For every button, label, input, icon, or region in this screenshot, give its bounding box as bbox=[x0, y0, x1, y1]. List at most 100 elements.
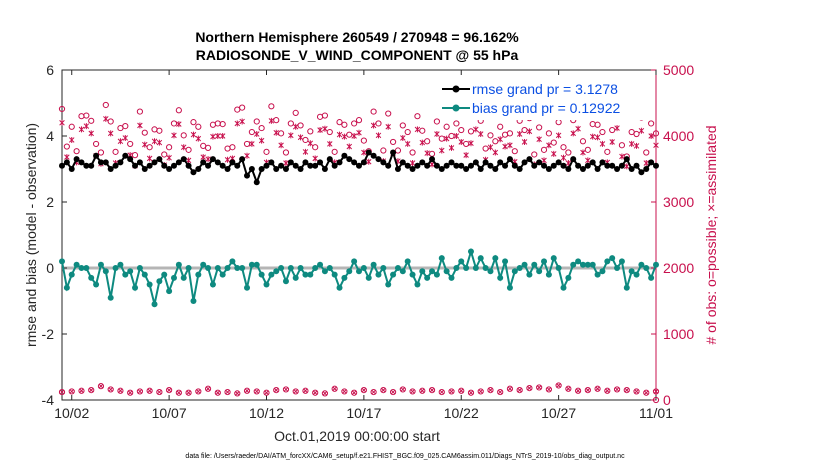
bias-point bbox=[594, 271, 601, 278]
obs-assimilated-point bbox=[497, 136, 503, 143]
x-tick-label: 10/17 bbox=[346, 405, 381, 421]
bias-point bbox=[448, 274, 455, 281]
obs-possible-point bbox=[136, 388, 144, 395]
obs-assimilated-point bbox=[341, 133, 348, 140]
obs-assimilated-low-point bbox=[361, 387, 367, 393]
obs-possible-point bbox=[487, 387, 494, 394]
obs-assimilated-low-point bbox=[264, 390, 269, 396]
rmse-point bbox=[341, 152, 348, 159]
bias-point bbox=[497, 274, 504, 281]
footnote: data file: /Users/raeder/DAI/ATM_forcXX/… bbox=[185, 453, 625, 460]
obs-assimilated-point bbox=[224, 156, 231, 163]
obs-possible-point bbox=[331, 148, 338, 155]
rmse-point bbox=[317, 159, 324, 166]
obs-possible-point bbox=[88, 117, 95, 124]
y-tick-label-right: 4000 bbox=[663, 128, 694, 144]
bias-point bbox=[409, 271, 416, 278]
obs-assimilated-point bbox=[551, 150, 557, 157]
rmse-point bbox=[404, 162, 411, 169]
obs-possible-point bbox=[127, 140, 134, 148]
bias-point bbox=[429, 268, 436, 275]
obs-possible-point bbox=[389, 138, 397, 146]
bias-point bbox=[312, 265, 319, 271]
bias-point bbox=[195, 271, 202, 278]
obs-possible-point bbox=[565, 149, 572, 156]
bias-point bbox=[599, 268, 606, 275]
obs-assimilated-point bbox=[434, 131, 440, 138]
bias-point bbox=[317, 261, 324, 268]
obs-assimilated-low-point bbox=[497, 389, 503, 395]
obs-possible-point bbox=[574, 387, 582, 394]
obs-possible-point bbox=[321, 390, 329, 397]
obs-assimilated-point bbox=[171, 132, 177, 139]
rmse-point bbox=[132, 162, 139, 169]
rmse-point bbox=[166, 166, 173, 172]
obs-possible-point bbox=[273, 117, 280, 124]
obs-assimilated-point bbox=[88, 130, 94, 137]
bias-point bbox=[170, 274, 177, 281]
obs-possible-point bbox=[589, 121, 596, 128]
obs-possible-point bbox=[458, 126, 465, 134]
rmse-point bbox=[399, 159, 406, 166]
bias-point bbox=[643, 265, 650, 271]
bias-point bbox=[141, 271, 148, 278]
rmse-point bbox=[185, 162, 192, 169]
obs-assimilated-low-point bbox=[458, 388, 464, 394]
obs-assimilated-point bbox=[628, 140, 635, 147]
bias-point bbox=[336, 284, 343, 291]
obs-possible-point bbox=[136, 108, 144, 115]
y-tick-label-left: 2 bbox=[46, 194, 54, 210]
rmse-point bbox=[195, 166, 202, 172]
y-tick-label-right: 3000 bbox=[663, 194, 694, 210]
rmse-point bbox=[463, 166, 470, 172]
obs-assimilated-point bbox=[458, 138, 464, 145]
bias-point bbox=[239, 265, 246, 271]
obs-possible-point bbox=[282, 149, 290, 156]
obs-assimilated-point bbox=[370, 122, 377, 129]
x-tick-label: 10/27 bbox=[541, 405, 576, 421]
obs-possible-point bbox=[92, 140, 100, 148]
obs-possible-point bbox=[268, 103, 275, 110]
bias-point bbox=[648, 274, 655, 281]
bias-point bbox=[614, 265, 621, 271]
bias-point bbox=[536, 268, 543, 275]
obs-assimilated-point bbox=[59, 119, 65, 126]
obs-possible-point bbox=[175, 107, 182, 114]
obs-assimilated-low-point bbox=[371, 389, 376, 395]
obs-assimilated-point bbox=[351, 133, 357, 139]
obs-assimilated-low-point bbox=[604, 388, 610, 394]
obs-possible-point bbox=[214, 120, 221, 127]
obs-possible-point bbox=[253, 388, 260, 395]
obs-possible-point bbox=[467, 128, 475, 135]
bias-point bbox=[287, 265, 294, 271]
obs-assimilated-point bbox=[190, 131, 197, 138]
rmse-point bbox=[273, 166, 280, 172]
rmse-point bbox=[282, 166, 289, 172]
obs-possible-point bbox=[380, 147, 387, 154]
obs-assimilated-low-point bbox=[439, 389, 445, 395]
obs-possible-point bbox=[458, 387, 465, 394]
rmse-point bbox=[268, 159, 275, 166]
rmse-point bbox=[297, 166, 304, 172]
bias-point bbox=[541, 258, 548, 265]
bias-point bbox=[370, 261, 377, 268]
rmse-point bbox=[93, 152, 100, 159]
rmse-point bbox=[219, 162, 226, 169]
obs-possible-point bbox=[170, 120, 178, 127]
bias-point bbox=[292, 274, 299, 281]
bias-point bbox=[375, 271, 382, 278]
obs-possible-point bbox=[117, 387, 124, 394]
rmse-point bbox=[502, 162, 509, 169]
bias-point bbox=[438, 255, 445, 262]
obs-possible-point bbox=[463, 140, 470, 148]
obs-assimilated-point bbox=[361, 149, 367, 156]
bias-point bbox=[156, 278, 163, 285]
obs-assimilated-low-point bbox=[488, 387, 493, 393]
rmse-point bbox=[638, 169, 645, 176]
bias-point bbox=[59, 258, 65, 265]
obs-assimilated-low-point bbox=[566, 386, 571, 392]
obs-possible-point bbox=[409, 388, 416, 395]
rmse-point bbox=[156, 156, 163, 163]
bias-point bbox=[185, 265, 192, 271]
bias-point bbox=[575, 258, 582, 265]
